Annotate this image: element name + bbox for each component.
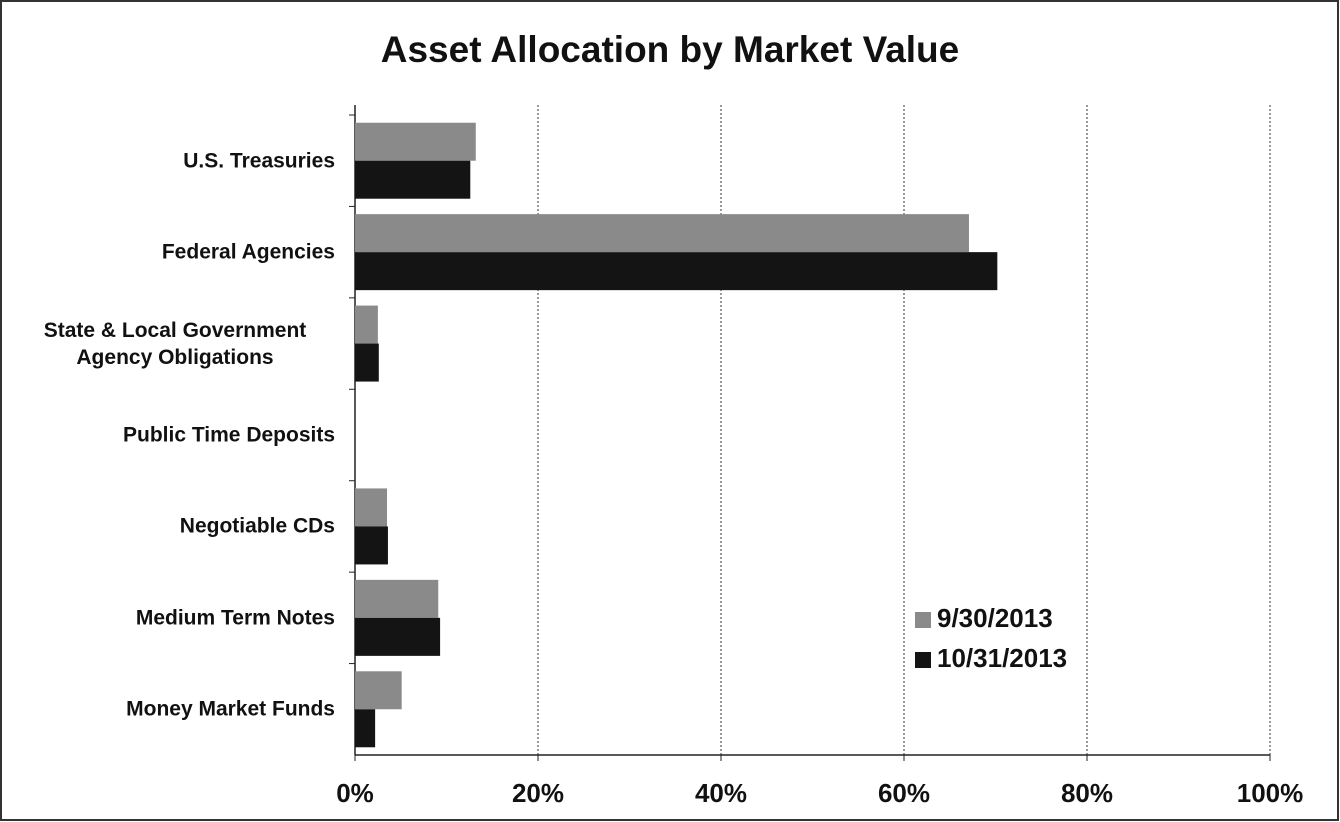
bar: [355, 709, 376, 748]
x-tick-label: 60%: [878, 778, 930, 808]
x-tick-label: 20%: [512, 778, 564, 808]
bar: [355, 488, 388, 527]
y-tick-label: Negotiable CDs: [179, 514, 335, 538]
legend-swatch: [915, 652, 931, 668]
bar: [355, 252, 998, 291]
legend-swatch: [915, 612, 931, 628]
bar: [355, 214, 969, 253]
y-tick-label: Money Market Funds: [126, 697, 335, 721]
y-tick-label: U.S. Treasuries: [183, 149, 335, 173]
y-tick-label: Federal Agencies: [161, 240, 335, 264]
bar: [355, 160, 471, 199]
bar: [355, 671, 402, 710]
bar: [355, 526, 388, 565]
legend-label: 10/31/2013: [937, 643, 1067, 673]
chart-title: Asset Allocation by Market Value: [381, 29, 960, 70]
x-tick-label: 80%: [1061, 778, 1113, 808]
bar: [355, 343, 379, 382]
legend-label: 9/30/2013: [937, 603, 1053, 633]
bar: [355, 305, 378, 344]
bar: [355, 579, 439, 618]
bar: [355, 122, 476, 161]
y-tick-label: State & Local Government Agency Obligati…: [43, 318, 307, 369]
x-tick-label: 100%: [1237, 778, 1304, 808]
y-tick-label: Medium Term Notes: [135, 606, 335, 630]
x-tick-label: 0%: [336, 778, 374, 808]
y-tick-label: Public Time Deposits: [123, 423, 335, 447]
bar: [355, 617, 441, 656]
x-tick-label: 40%: [695, 778, 747, 808]
